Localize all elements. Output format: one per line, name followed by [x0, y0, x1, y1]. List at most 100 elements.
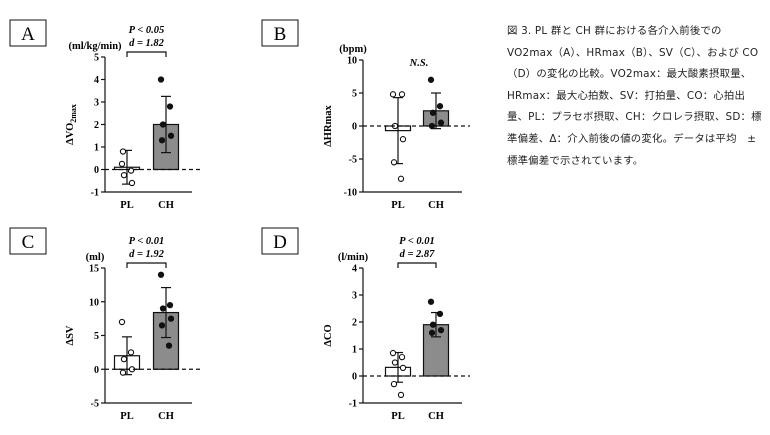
data-point-ch	[158, 322, 166, 329]
y-axis-label: ΔVO2max	[65, 104, 78, 145]
data-point-ch	[429, 109, 437, 116]
y-tick-label: -5	[91, 399, 99, 410]
y-tick-label: 5	[352, 89, 357, 100]
y-tick-label: 10	[89, 297, 99, 308]
data-point-pl	[127, 167, 135, 174]
y-tick-label: -5	[349, 155, 357, 166]
y-tick-label: 0	[94, 165, 99, 176]
data-point-pl	[118, 160, 126, 168]
data-point-pl	[397, 391, 405, 399]
data-point-pl	[389, 91, 397, 98]
unit-label: (ml/kg/min)	[68, 41, 122, 52]
data-point-pl	[390, 159, 398, 166]
y-tick-label: 2	[352, 318, 357, 329]
data-point-ch	[437, 119, 445, 126]
chart-panel-a: A (ml/kg/min) ΔVO2max -1 0 1 2 3 4 5 PL CH P < 0.05 d…	[9, 19, 200, 211]
significance-bracket	[126, 51, 167, 57]
panel-letter: A	[21, 24, 35, 45]
data-point-pl	[399, 364, 407, 372]
unit-label: (l/min)	[338, 252, 369, 263]
effect-size-label: d = 1.92	[129, 249, 165, 260]
data-point-ch	[167, 132, 175, 139]
figure-caption: 図 3. PL 群と CH 群における各介入前後での VO2max（A）、HRm…	[507, 21, 767, 172]
data-point-ch	[428, 329, 436, 336]
data-point-pl	[398, 353, 406, 361]
x-tick-label-pl: PL	[120, 200, 133, 211]
chart-panel-c: C (ml) ΔSV -5 0 5 10 15 PL CH P < 0.01 d = 1.92	[9, 227, 200, 422]
y-tick-label: -1	[349, 399, 357, 410]
data-point-pl	[127, 349, 135, 356]
panel-letter-box	[261, 19, 299, 47]
y-tick-label: 4	[352, 264, 357, 275]
y-tick-label: 5	[94, 53, 99, 64]
data-point-pl	[397, 175, 405, 182]
p-value-label: P < 0.01	[129, 236, 165, 247]
chart-panel-d: D (l/min) ΔCO -1 0 1 2 3 4 PL CH P < 0.01 d = 2.87	[261, 227, 470, 422]
effect-size-label: d = 1.82	[129, 38, 165, 49]
significance-bracket	[397, 262, 437, 268]
data-point-ch	[157, 271, 165, 278]
data-point-ch	[166, 301, 174, 309]
data-point-pl	[389, 349, 397, 357]
y-axis-label: ΔHRmax	[323, 104, 334, 146]
y-tick-label: -1	[91, 188, 99, 199]
unit-label: (bpm)	[339, 44, 367, 55]
y-tick-label: 2	[94, 120, 99, 131]
data-point-ch	[166, 103, 174, 110]
x-tick-label-ch: CH	[428, 200, 444, 211]
x-tick-label-pl: PL	[391, 411, 404, 422]
data-point-ch	[159, 305, 167, 312]
y-tick-label: 0	[94, 365, 99, 376]
data-point-ch	[167, 315, 175, 322]
figure-panels: A (ml/kg/min) ΔVO2max -1 0 1 2 3 4 5 PL CH P < 0.05 d…	[9, 19, 470, 422]
x-tick-label-ch: CH	[158, 200, 174, 211]
y-tick-label: 15	[89, 264, 99, 275]
x-tick-label-pl: PL	[391, 200, 404, 211]
y-tick-label: 4	[94, 75, 99, 86]
data-point-pl	[391, 359, 399, 366]
y-tick-label: 1	[94, 143, 99, 154]
data-point-pl	[398, 91, 406, 98]
data-point-ch	[436, 310, 444, 318]
y-axis-label: ΔCO	[323, 324, 334, 346]
data-point-ch	[158, 137, 166, 144]
y-tick-label: 1	[352, 345, 357, 356]
panel-letter: D	[273, 232, 287, 253]
data-point-pl	[119, 148, 127, 155]
data-point-ch	[427, 76, 435, 83]
data-point-ch	[437, 326, 445, 334]
data-point-ch	[159, 121, 167, 128]
panel-letter: C	[22, 232, 35, 253]
y-tick-label: 5	[94, 331, 99, 342]
y-tick-label: 3	[352, 291, 357, 302]
data-point-ch	[427, 298, 435, 305]
data-point-pl	[390, 380, 398, 388]
unit-label: (ml)	[86, 252, 105, 263]
data-point-ch	[436, 103, 444, 110]
caption-text: 図 3. PL 群と CH 群における各介入前後での VO2max（A）、HRm…	[507, 25, 767, 167]
significance-label: N.S.	[409, 58, 429, 69]
data-point-ch	[157, 76, 165, 83]
panel-letter: B	[274, 24, 287, 45]
panel-letter-box	[9, 19, 47, 47]
data-point-pl	[120, 355, 128, 363]
x-tick-label-ch: CH	[158, 411, 174, 422]
data-point-pl	[119, 369, 127, 376]
x-tick-label-ch: CH	[428, 411, 444, 422]
significance-bracket	[126, 262, 167, 268]
y-tick-label: 10	[347, 56, 357, 67]
data-point-pl	[120, 171, 128, 179]
x-tick-label-pl: PL	[120, 411, 133, 422]
panel-letter-box	[261, 227, 299, 255]
p-value-label: P < 0.05	[129, 25, 165, 36]
bar-ch	[152, 311, 180, 370]
panel-letter-box	[9, 227, 47, 255]
y-tick-label: 0	[352, 372, 357, 383]
y-tick-label: 3	[94, 98, 99, 109]
p-value-label: P < 0.01	[399, 236, 435, 247]
y-axis-label: ΔSV	[65, 325, 76, 345]
data-point-pl	[399, 136, 407, 143]
data-point-pl	[128, 179, 136, 187]
data-point-ch	[429, 321, 437, 328]
chart-panel-b: B (bpm) ΔHRmax -10 -5 0 5 10 PL CH N.S.	[261, 19, 470, 211]
